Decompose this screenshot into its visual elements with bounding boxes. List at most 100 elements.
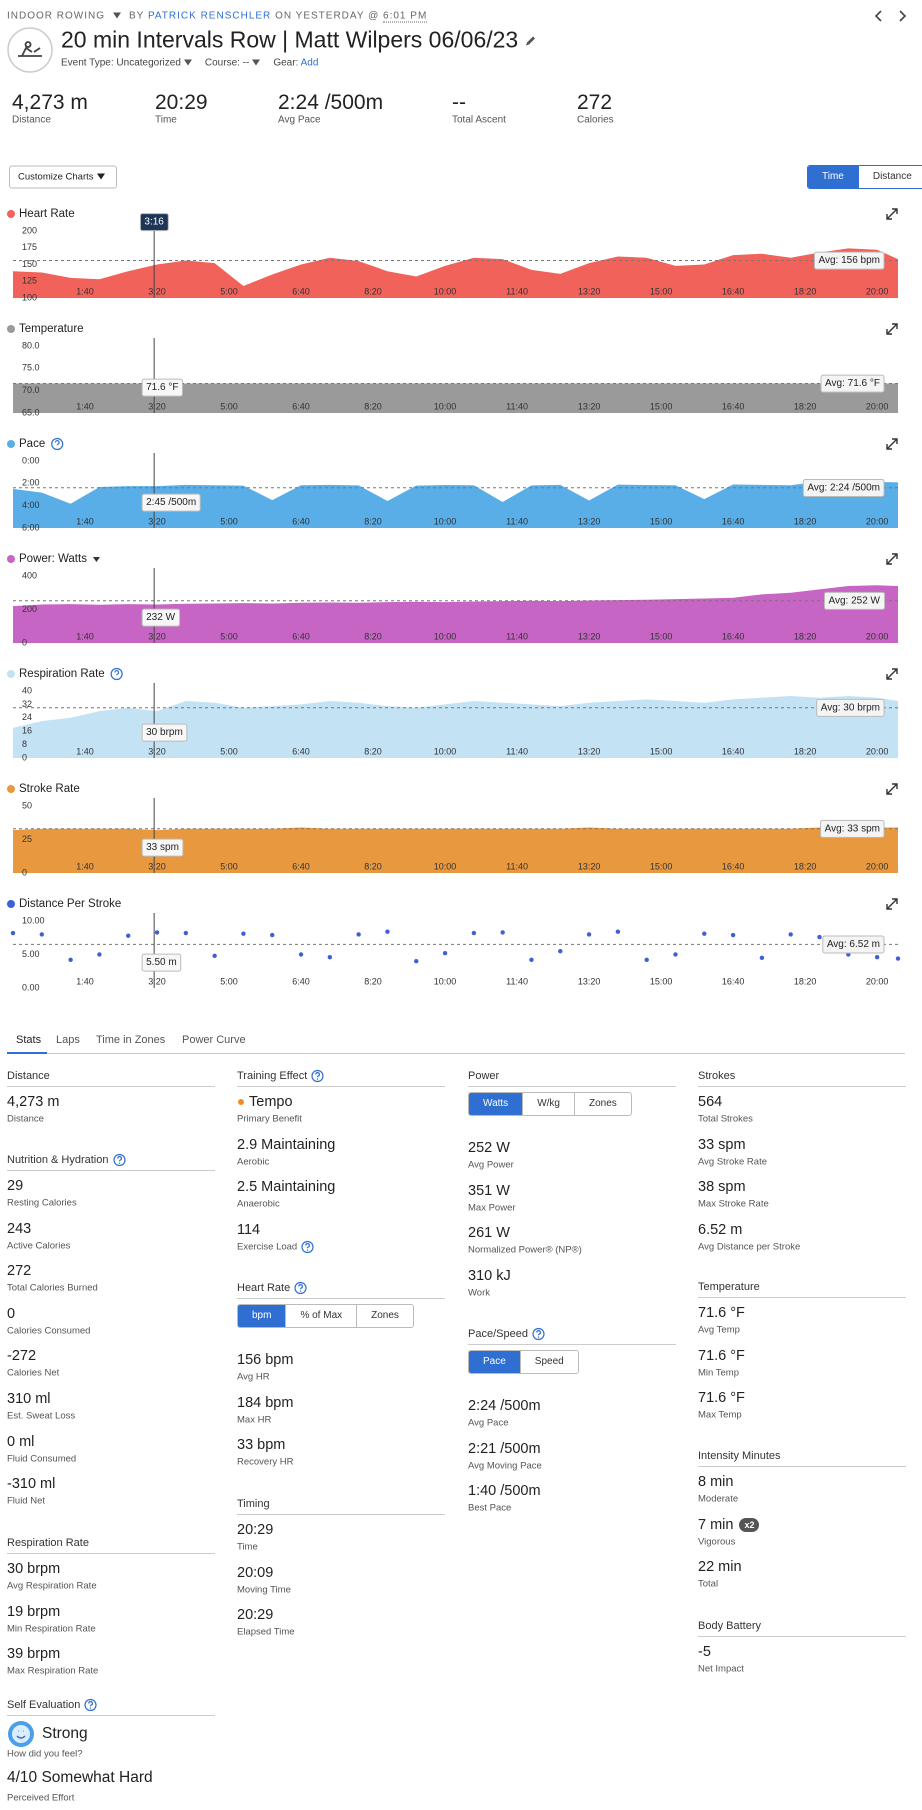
button[interactable]: bpm — [238, 1305, 286, 1327]
button[interactable]: W/kg — [522, 1093, 574, 1115]
x-tick-label: 6:40 — [292, 401, 310, 411]
help-icon[interactable] — [84, 1698, 97, 1712]
value-text: 33 bpm — [237, 1437, 286, 1454]
label-text: Min Respiration Rate — [7, 1623, 96, 1635]
activity-header: INDOOR ROWING BY PATRICK RENSCHLER ON YES… — [7, 10, 428, 23]
toggle-option[interactable]: Distance — [857, 166, 922, 188]
stat-value: 310 ml — [7, 1391, 51, 1407]
label-text: Max HR — [237, 1414, 272, 1426]
x-tick-label: 3:20 — [148, 631, 166, 641]
button[interactable]: % of Max — [285, 1305, 356, 1327]
stat-label: Avg HR — [237, 1372, 270, 1383]
heading-text: Power — [468, 1070, 500, 1082]
expand-icon[interactable] — [886, 898, 898, 910]
y-tick-label: 32 — [22, 699, 32, 709]
chart-title: Heart Rate — [19, 208, 75, 220]
button[interactable]: Watts — [469, 1093, 523, 1115]
point — [529, 957, 534, 963]
help-icon[interactable] — [301, 1240, 314, 1253]
help-icon[interactable] — [311, 1069, 324, 1083]
area — [13, 696, 898, 758]
cursor-tooltip-box — [141, 608, 181, 627]
x-tick-label: 16:40 — [722, 516, 745, 526]
heading-text: Intensity Minutes — [698, 1450, 781, 1462]
tab[interactable]: Stats — [16, 1034, 42, 1046]
stat-label: Aerobic — [237, 1156, 269, 1167]
stat-value: Strong — [42, 1725, 88, 1743]
stat-value: 39 brpm — [7, 1646, 60, 1662]
expand-icon[interactable] — [886, 553, 898, 565]
author-link[interactable]: PATRICK RENSCHLER — [147, 10, 272, 22]
point — [414, 959, 419, 964]
button[interactable]: Zones — [356, 1305, 413, 1327]
value-text: 20:09 — [237, 1564, 274, 1581]
stat-label: Moving Time — [237, 1584, 291, 1595]
x-tick-label: 20:00 — [866, 861, 889, 871]
button[interactable]: Speed — [519, 1351, 578, 1373]
course[interactable]: Course: -- — [204, 57, 250, 69]
x-tick-label: 10:00 — [434, 516, 457, 526]
expand-icon[interactable] — [886, 438, 898, 450]
cursor-tooltip-box — [141, 838, 184, 857]
label-text: Max Temp — [698, 1409, 742, 1421]
stat-label: Min Respiration Rate — [7, 1623, 96, 1634]
tab[interactable]: Power Curve — [182, 1034, 246, 1046]
prev-arrow — [874, 10, 882, 22]
heading-rule — [698, 1086, 906, 1087]
button[interactable]: Zones — [573, 1093, 631, 1115]
help-mark — [298, 1284, 304, 1290]
y-tick-label: 5.00 — [22, 949, 40, 959]
nav-arrows[interactable] — [872, 9, 912, 23]
expand-icon[interactable] — [886, 323, 898, 335]
stat-label: Avg Stroke Rate — [698, 1156, 767, 1167]
point — [817, 934, 822, 940]
x-tick-label: 18:20 — [794, 286, 817, 296]
point — [154, 930, 160, 935]
stat-value: 351 W — [468, 1183, 510, 1199]
expand-icon[interactable] — [886, 783, 898, 795]
help-icon[interactable] — [294, 1281, 307, 1295]
heading-rule — [7, 1170, 215, 1171]
stat-value: 19 brpm — [7, 1604, 60, 1620]
cursor-tooltip-box — [141, 378, 183, 397]
stat-label: Avg Pace — [468, 1418, 509, 1429]
button[interactable]: Pace — [469, 1351, 520, 1373]
heading-text: Heart Rate — [237, 1281, 291, 1294]
y-tick-label: 2:00 — [22, 478, 40, 488]
expand-icon[interactable] — [886, 208, 898, 220]
tab[interactable]: Time in Zones — [96, 1034, 166, 1046]
x-tick-label: 13:20 — [578, 861, 601, 871]
toggle-option[interactable]: Time — [808, 166, 858, 188]
value-text: 2.9 Maintaining — [237, 1136, 336, 1153]
gear-add[interactable]: Add — [300, 57, 319, 69]
point — [298, 952, 304, 957]
event-type[interactable]: Event Type: Uncategorized — [61, 57, 181, 69]
button-group: Pace Speed — [468, 1350, 579, 1374]
help-dot — [307, 1249, 309, 1251]
customize-charts[interactable]: Customize Charts — [9, 165, 117, 189]
edit-icon[interactable] — [524, 35, 536, 47]
dropdown-caret — [183, 59, 192, 66]
expand-icon[interactable] — [886, 668, 898, 680]
chart-dot — [7, 210, 15, 218]
stat-value: 33 spm — [698, 1137, 746, 1153]
stat-label: Avg Respiration Rate — [7, 1581, 97, 1592]
value-text: 4,273 m — [7, 1094, 60, 1110]
x-tick-label: 18:20 — [794, 516, 817, 526]
help-icon[interactable] — [532, 1327, 545, 1341]
x-tick-label: 10:00 — [434, 976, 457, 986]
tab[interactable]: Laps — [56, 1034, 80, 1046]
help-icon[interactable] — [112, 1153, 126, 1167]
label-text: Exercise Load — [237, 1241, 298, 1253]
smile — [16, 1730, 26, 1739]
x-tick-label: 20:00 — [866, 286, 889, 296]
y-tick-label: 80.0 — [22, 340, 40, 350]
label-text: Max Respiration Rate — [7, 1665, 99, 1677]
value-text: 243 — [7, 1220, 32, 1237]
stat-value: 564 — [698, 1094, 722, 1110]
x-tick-label: 11:40 — [506, 976, 528, 986]
pencil — [526, 36, 536, 46]
point — [759, 955, 765, 961]
label-text: Moving Time — [237, 1584, 291, 1596]
help-dot — [300, 1290, 302, 1292]
